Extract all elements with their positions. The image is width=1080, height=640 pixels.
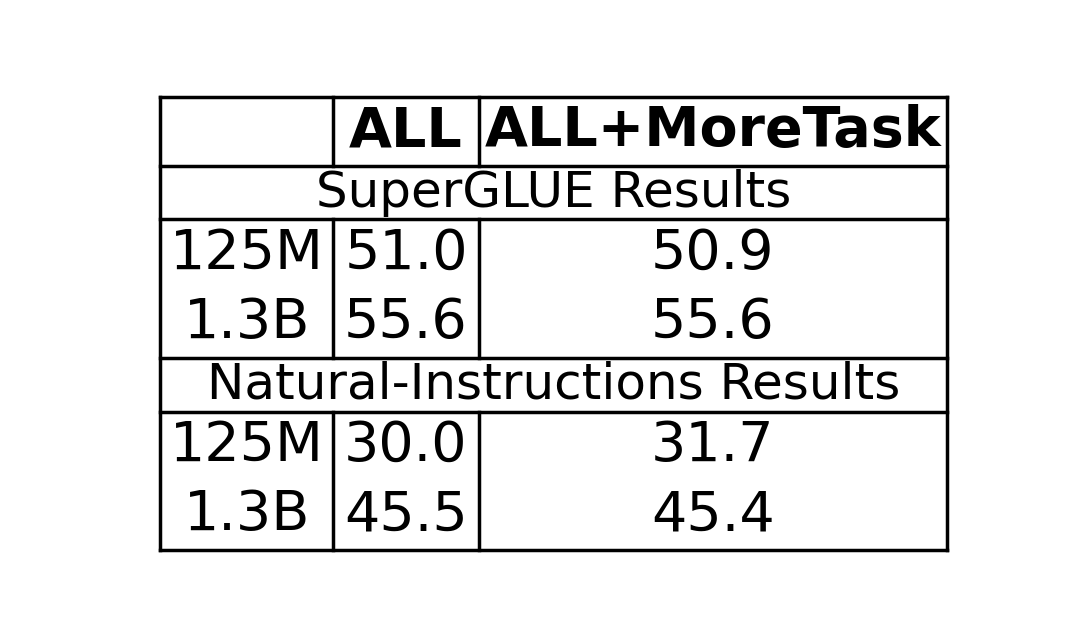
Text: 125M: 125M: [170, 227, 324, 281]
Text: 125M: 125M: [170, 419, 324, 473]
Text: ALL+MoreTask: ALL+MoreTask: [485, 104, 941, 158]
Text: 45.5: 45.5: [345, 488, 468, 542]
Text: 30.0: 30.0: [345, 419, 468, 473]
Text: ALL: ALL: [349, 104, 463, 158]
Text: 51.0: 51.0: [345, 227, 468, 281]
Text: 1.3B: 1.3B: [184, 488, 310, 542]
Text: 55.6: 55.6: [345, 296, 468, 350]
Text: 50.9: 50.9: [651, 227, 774, 281]
Text: 1.3B: 1.3B: [184, 296, 310, 350]
Text: Natural-Instructions Results: Natural-Instructions Results: [206, 361, 901, 409]
Text: 55.6: 55.6: [651, 296, 774, 350]
Text: 31.7: 31.7: [651, 419, 774, 473]
Text: SuperGLUE Results: SuperGLUE Results: [315, 168, 792, 216]
Text: 45.4: 45.4: [651, 488, 774, 542]
